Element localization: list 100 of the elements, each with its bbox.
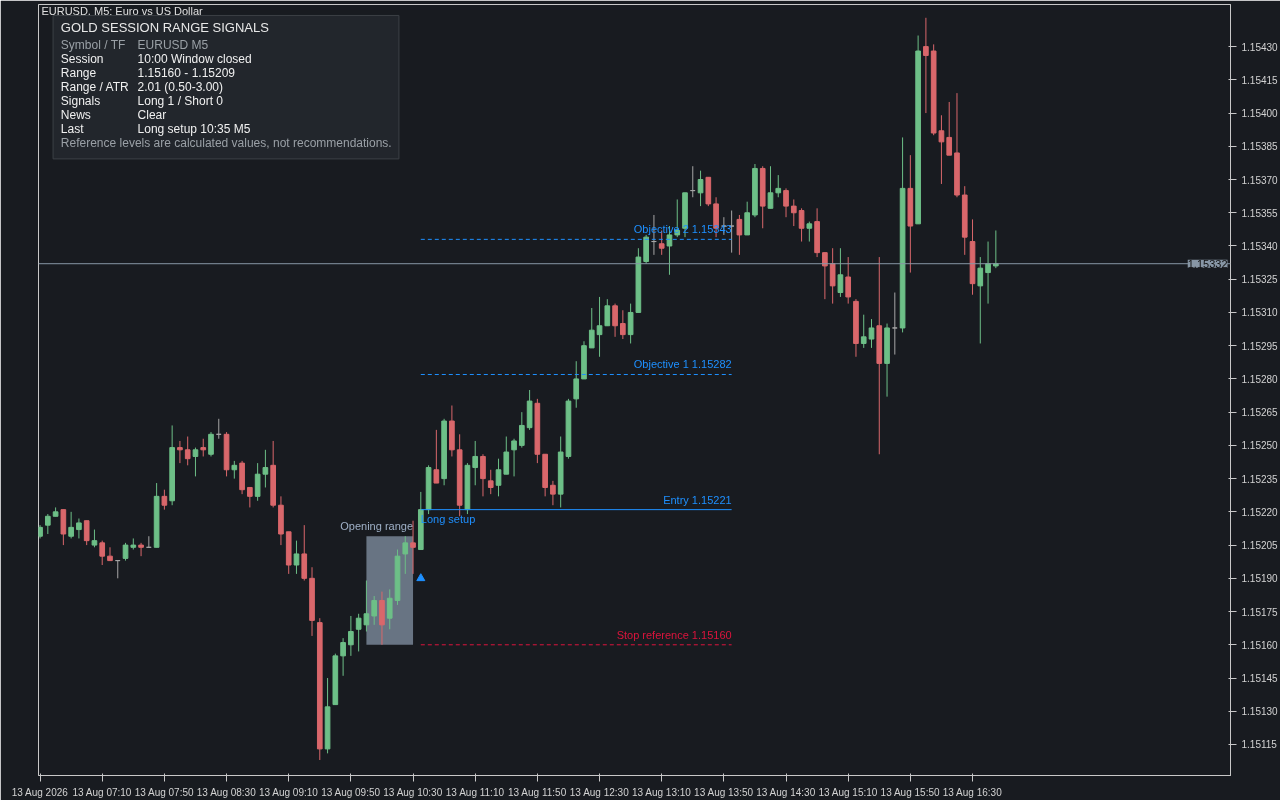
candlestick	[348, 615, 354, 657]
y-tick-label: 1.15415	[1241, 74, 1279, 86]
candlestick	[829, 247, 836, 305]
y-tick-label: 1.15160	[1241, 639, 1279, 651]
candlestick	[208, 431, 214, 457]
y-tick-label: 1.15250	[1241, 440, 1279, 452]
x-tick-label: 13 Aug 10:30	[383, 786, 443, 798]
candlestick	[977, 256, 984, 344]
candlestick	[371, 595, 378, 626]
y-tick-label: 1.15265	[1241, 407, 1279, 419]
candlestick	[472, 440, 479, 486]
y-tick-label: 1.15175	[1241, 606, 1279, 618]
annotation: Last	[60, 122, 85, 137]
y-tick-label: 1.15310	[1241, 307, 1279, 319]
candlestick	[511, 438, 517, 477]
y-tick-label: 1.15370	[1241, 174, 1279, 186]
candlestick	[806, 221, 813, 243]
candlestick	[620, 309, 626, 340]
candlestick	[573, 360, 580, 409]
y-tick-label: 1.15235	[1241, 473, 1279, 485]
candlestick	[340, 637, 346, 677]
x-tick-label: 13 Aug 16:30	[942, 786, 1003, 798]
x-tick-label: 13 Aug 08:30	[196, 786, 257, 798]
candlestick	[946, 101, 953, 156]
candlestick	[503, 436, 510, 475]
candlestick	[68, 511, 74, 539]
candlestick	[138, 542, 144, 557]
annotation: 2.01 (0.50-3.00)	[137, 80, 223, 95]
y-tick-label: 1.15355	[1241, 207, 1279, 219]
candlestick	[487, 469, 494, 495]
y-tick-label: 1.15220	[1241, 506, 1279, 518]
candlestick	[596, 296, 603, 358]
annotation: EURUSD M5	[137, 38, 209, 53]
candlestick	[262, 449, 269, 488]
x-tick-label: 13 Aug 07:10	[72, 786, 132, 798]
candlestick	[161, 489, 168, 511]
annotation: Range	[60, 66, 97, 81]
annotation: Long setup 10:35 M5	[137, 122, 251, 137]
y-tick-label: 1.15205	[1241, 540, 1279, 552]
candlestick	[184, 436, 191, 466]
candlestick	[744, 201, 750, 236]
candlestick	[293, 540, 300, 575]
ref-line-label: 1.15332	[1187, 257, 1228, 270]
candlestick	[519, 411, 525, 449]
candlestick	[44, 513, 51, 535]
candlestick	[891, 292, 898, 356]
candlestick	[480, 453, 486, 497]
x-tick-label: 13 Aug 13:50	[694, 786, 754, 798]
candlestick	[868, 318, 875, 349]
candlestick	[254, 462, 261, 502]
annotation: 10:00 Window closed	[137, 52, 252, 67]
annotation: Session	[60, 52, 104, 67]
y-tick-label: 1.15130	[1241, 706, 1279, 718]
candlestick	[76, 518, 82, 539]
x-tick-label: 13 Aug 11:50	[507, 786, 567, 798]
candlestick	[993, 229, 999, 269]
y-tick-label: 1.15340	[1241, 240, 1279, 252]
candlestick	[736, 214, 743, 256]
candlestick	[495, 458, 502, 497]
candlestick	[985, 241, 991, 305]
candlestick	[402, 535, 409, 575]
annotation: Clear	[137, 108, 167, 123]
candlestick	[550, 480, 556, 506]
x-tick-label: 13 Aug 2026	[11, 786, 69, 798]
x-tick-label: 13 Aug 11:10	[445, 786, 505, 798]
candlestick	[822, 252, 828, 300]
annotation: GOLD SESSION RANGE SIGNALS	[60, 19, 270, 35]
x-tick-label: 13 Aug 09:50	[321, 786, 381, 798]
candlestick	[83, 520, 90, 546]
candlestick	[767, 165, 774, 209]
series-label: Entry 1.15221	[663, 493, 732, 506]
candlestick	[798, 207, 805, 243]
x-tick-label: 13 Aug 15:50	[880, 786, 940, 798]
y-tick-label: 1.15115	[1241, 739, 1278, 751]
y-tick-label: 1.15190	[1241, 573, 1279, 585]
annotation: Symbol / TF	[60, 38, 126, 53]
candlestick	[845, 256, 852, 305]
y-tick-label: 1.15280	[1241, 373, 1279, 385]
y-tick-label: 1.15145	[1241, 673, 1279, 685]
annotation: Signals	[60, 94, 101, 109]
annotation: Long 1 / Short 0	[137, 94, 224, 109]
candlestick	[386, 588, 393, 630]
candlestick	[433, 429, 440, 484]
x-tick-label: 13 Aug 15:10	[818, 786, 878, 798]
candlestick	[783, 187, 789, 218]
chart-title: EURUSD, M5: Euro vs US Dollar	[41, 5, 204, 18]
y-tick-label: 1.15400	[1241, 108, 1279, 120]
x-tick-label: 13 Aug 07:50	[134, 786, 195, 798]
x-tick-label: 13 Aug 13:10	[631, 786, 692, 798]
y-tick-label: 1.15385	[1241, 141, 1279, 153]
annotation: News	[60, 108, 91, 123]
candlestick	[790, 198, 797, 227]
x-tick-label: 13 Aug 09:10	[258, 786, 319, 798]
x-tick-label: 13 Aug 12:30	[569, 786, 630, 798]
y-tick-label: 1.15430	[1241, 41, 1279, 53]
x-tick-label: 13 Aug 14:30	[756, 786, 816, 798]
candlestick	[588, 307, 595, 349]
series-label: Stop reference 1.15160	[616, 628, 732, 641]
candlestick	[107, 546, 113, 562]
series-label: Objective 1 1.15282	[633, 358, 732, 371]
